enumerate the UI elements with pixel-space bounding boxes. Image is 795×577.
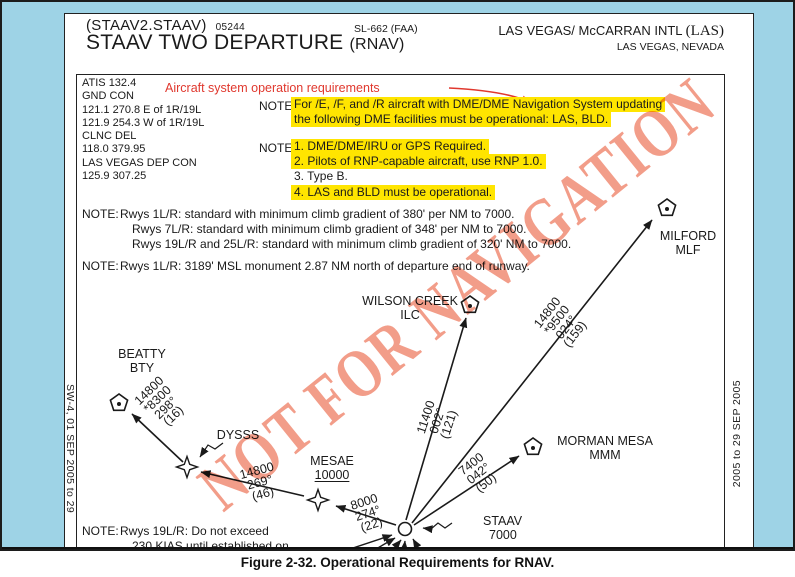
dme-note: For /E, /F, and /R aircraft with DME/DME…	[291, 97, 666, 128]
airport-name-line: LAS VEGAS/ McCARRAN INTL (LAS)	[432, 23, 724, 39]
waypoint-label-staav: STAAV 7000	[483, 514, 522, 542]
chart-title-main: STAAV TWO DEPARTURE	[86, 31, 344, 54]
planview-graphics	[109, 87, 677, 549]
chart-title: STAAV TWO DEPARTURE (RNAV)	[86, 31, 405, 55]
staav-label-leader	[422, 522, 453, 534]
equipment-note-label: NOTE:	[259, 141, 296, 155]
kias-note: Rwys 19L/R: Do not exceed 230 KIAS until…	[120, 524, 289, 551]
route-staav-to-morman-mesa	[413, 455, 520, 526]
vor-symbol-morman-mesa	[523, 437, 543, 456]
waypoint-altitude: 7000	[489, 528, 517, 542]
dme-note-line: For /E, /F, and /R aircraft with DME/DME…	[291, 97, 666, 113]
runway-track-arrow	[400, 540, 409, 549]
sl-reference: SL-662 (FAA)	[354, 23, 418, 35]
runway-track-arrow	[391, 539, 402, 549]
comm-frequencies: ATIS 132.4 GND CON 121.1 270.8 E of 1R/1…	[82, 77, 204, 183]
waypoint-label-beatty: BEATTY BTY	[118, 347, 166, 375]
runway-track-arrow	[347, 534, 393, 549]
comm-line: 121.1 270.8 E of 1R/19L	[82, 103, 202, 116]
annotation-text: Aircraft system operation requirements	[165, 81, 380, 95]
vor-symbol-milford	[657, 198, 677, 217]
monument-note-label: NOTE:	[82, 259, 119, 273]
waypoint-name: WILSON CREEK	[362, 294, 458, 308]
dme-note-line: the following DME facilities must be ope…	[291, 112, 612, 128]
comm-line: CLNC DEL	[82, 130, 137, 143]
kias-note-line: Rwys 19L/R: Do not exceed	[120, 524, 269, 538]
waypoint-symbol-dysss	[174, 454, 200, 480]
airport-name: LAS VEGAS/ McCARRAN INTL	[498, 23, 683, 38]
airport-code: (LAS)	[685, 23, 724, 39]
equipment-note-item: 3. Type B.	[294, 169, 348, 184]
route-staav-to-wilson-creek	[405, 317, 468, 521]
route-mesae-to-dysss	[200, 470, 305, 497]
waypoint-symbol-mesae	[305, 487, 331, 513]
runway-track-arrow	[374, 537, 396, 549]
figure-caption: Figure 2-32. Operational Requirements fo…	[240, 555, 555, 570]
waypoint-label-morman-mesa: MORMAN MESA MMM	[557, 434, 653, 462]
waypoint-name: MILFORD	[659, 229, 717, 243]
waypoint-altitude: 10000	[314, 468, 350, 482]
waypoint-ident: MMM	[589, 448, 621, 462]
equipment-note-item: 4. LAS and BLD must be operational.	[291, 184, 496, 200]
climb-note: Rwys 1L/R: standard with minimum climb g…	[120, 207, 571, 253]
climb-note-line: Rwys 19L/R and 25L/R: standard with mini…	[132, 237, 572, 252]
waypoint-label-wilson-creek: WILSON CREEK ILC	[362, 294, 458, 322]
climb-note-label: NOTE:	[82, 207, 119, 221]
chart-neatline-box	[76, 74, 725, 549]
dysss-label-leader	[199, 442, 224, 458]
waypoint-name: MORMAN MESA	[557, 434, 653, 448]
equipment-note: 1. DME/DME/IRU or GPS Required. 2. Pilot…	[291, 139, 546, 200]
runway-track-arrow	[412, 538, 422, 549]
comm-line: ATIS 132.4	[82, 77, 137, 89]
waypoint-label-dysss: DYSSS	[217, 428, 259, 442]
comm-line: 121.9 254.3 W of 1R/19L	[82, 116, 205, 129]
figure-bottom-border	[2, 547, 793, 549]
route-staav-to-mesae	[335, 505, 397, 526]
equipment-note-item: 1. DME/DME/IRU or GPS Required.	[291, 139, 490, 155]
procedure-number: 05244	[215, 22, 245, 33]
waypoint-symbol-staav	[397, 521, 413, 537]
waypoint-name: BEATTY	[118, 347, 166, 361]
vor-symbol-wilson-creek	[460, 295, 480, 314]
comm-line: 118.0 379.95	[82, 143, 146, 156]
comm-line: 125.9 307.25	[82, 170, 147, 183]
waypoint-label-milford: MILFORD MLF	[660, 229, 716, 257]
effective-date-left: SW-4, 01 SEP 2005 to 29	[64, 384, 76, 514]
airport-city: LAS VEGAS, NEVADA	[616, 41, 724, 53]
chart-title-suffix: (RNAV)	[349, 36, 405, 53]
waypoint-ident: BTY	[129, 361, 155, 375]
kias-note-label: NOTE:	[82, 524, 119, 538]
climb-note-line: Rwys 7L/R: standard with minimum climb g…	[132, 222, 527, 237]
dme-note-label: NOTE:	[259, 99, 296, 113]
waypoint-ident: MLF	[675, 243, 701, 257]
waypoint-label-mesae: MESAE 10000	[310, 454, 354, 482]
procedure-id: (STAAV2.STAAV)	[86, 17, 207, 34]
chart-figure-frame: (STAAV2.STAAV) 05244 STAAV TWO DEPARTURE …	[0, 0, 795, 551]
waypoint-ident: ILC	[400, 308, 420, 322]
comm-line: LAS VEGAS DEP CON	[82, 156, 197, 169]
procedure-id-line: (STAAV2.STAAV) 05244	[86, 17, 245, 34]
route-dysss-to-beatty	[131, 413, 184, 463]
kias-note-line: 230 KIAS until established on	[132, 539, 289, 551]
vor-symbol-beatty	[109, 393, 129, 412]
waypoint-name: DYSSS	[216, 428, 260, 442]
waypoint-name: MESAE	[310, 454, 354, 468]
comm-line: GND CON	[82, 90, 134, 103]
monument-note: Rwys 1L/R: 3189' MSL monument 2.87 NM no…	[120, 259, 530, 273]
climb-note-line: Rwys 1L/R: standard with minimum climb g…	[120, 207, 515, 221]
equipment-note-item: 2. Pilots of RNP-capable aircraft, use R…	[291, 154, 546, 170]
waypoint-name: STAAV	[483, 514, 523, 528]
route-staav-to-milford	[411, 219, 653, 524]
